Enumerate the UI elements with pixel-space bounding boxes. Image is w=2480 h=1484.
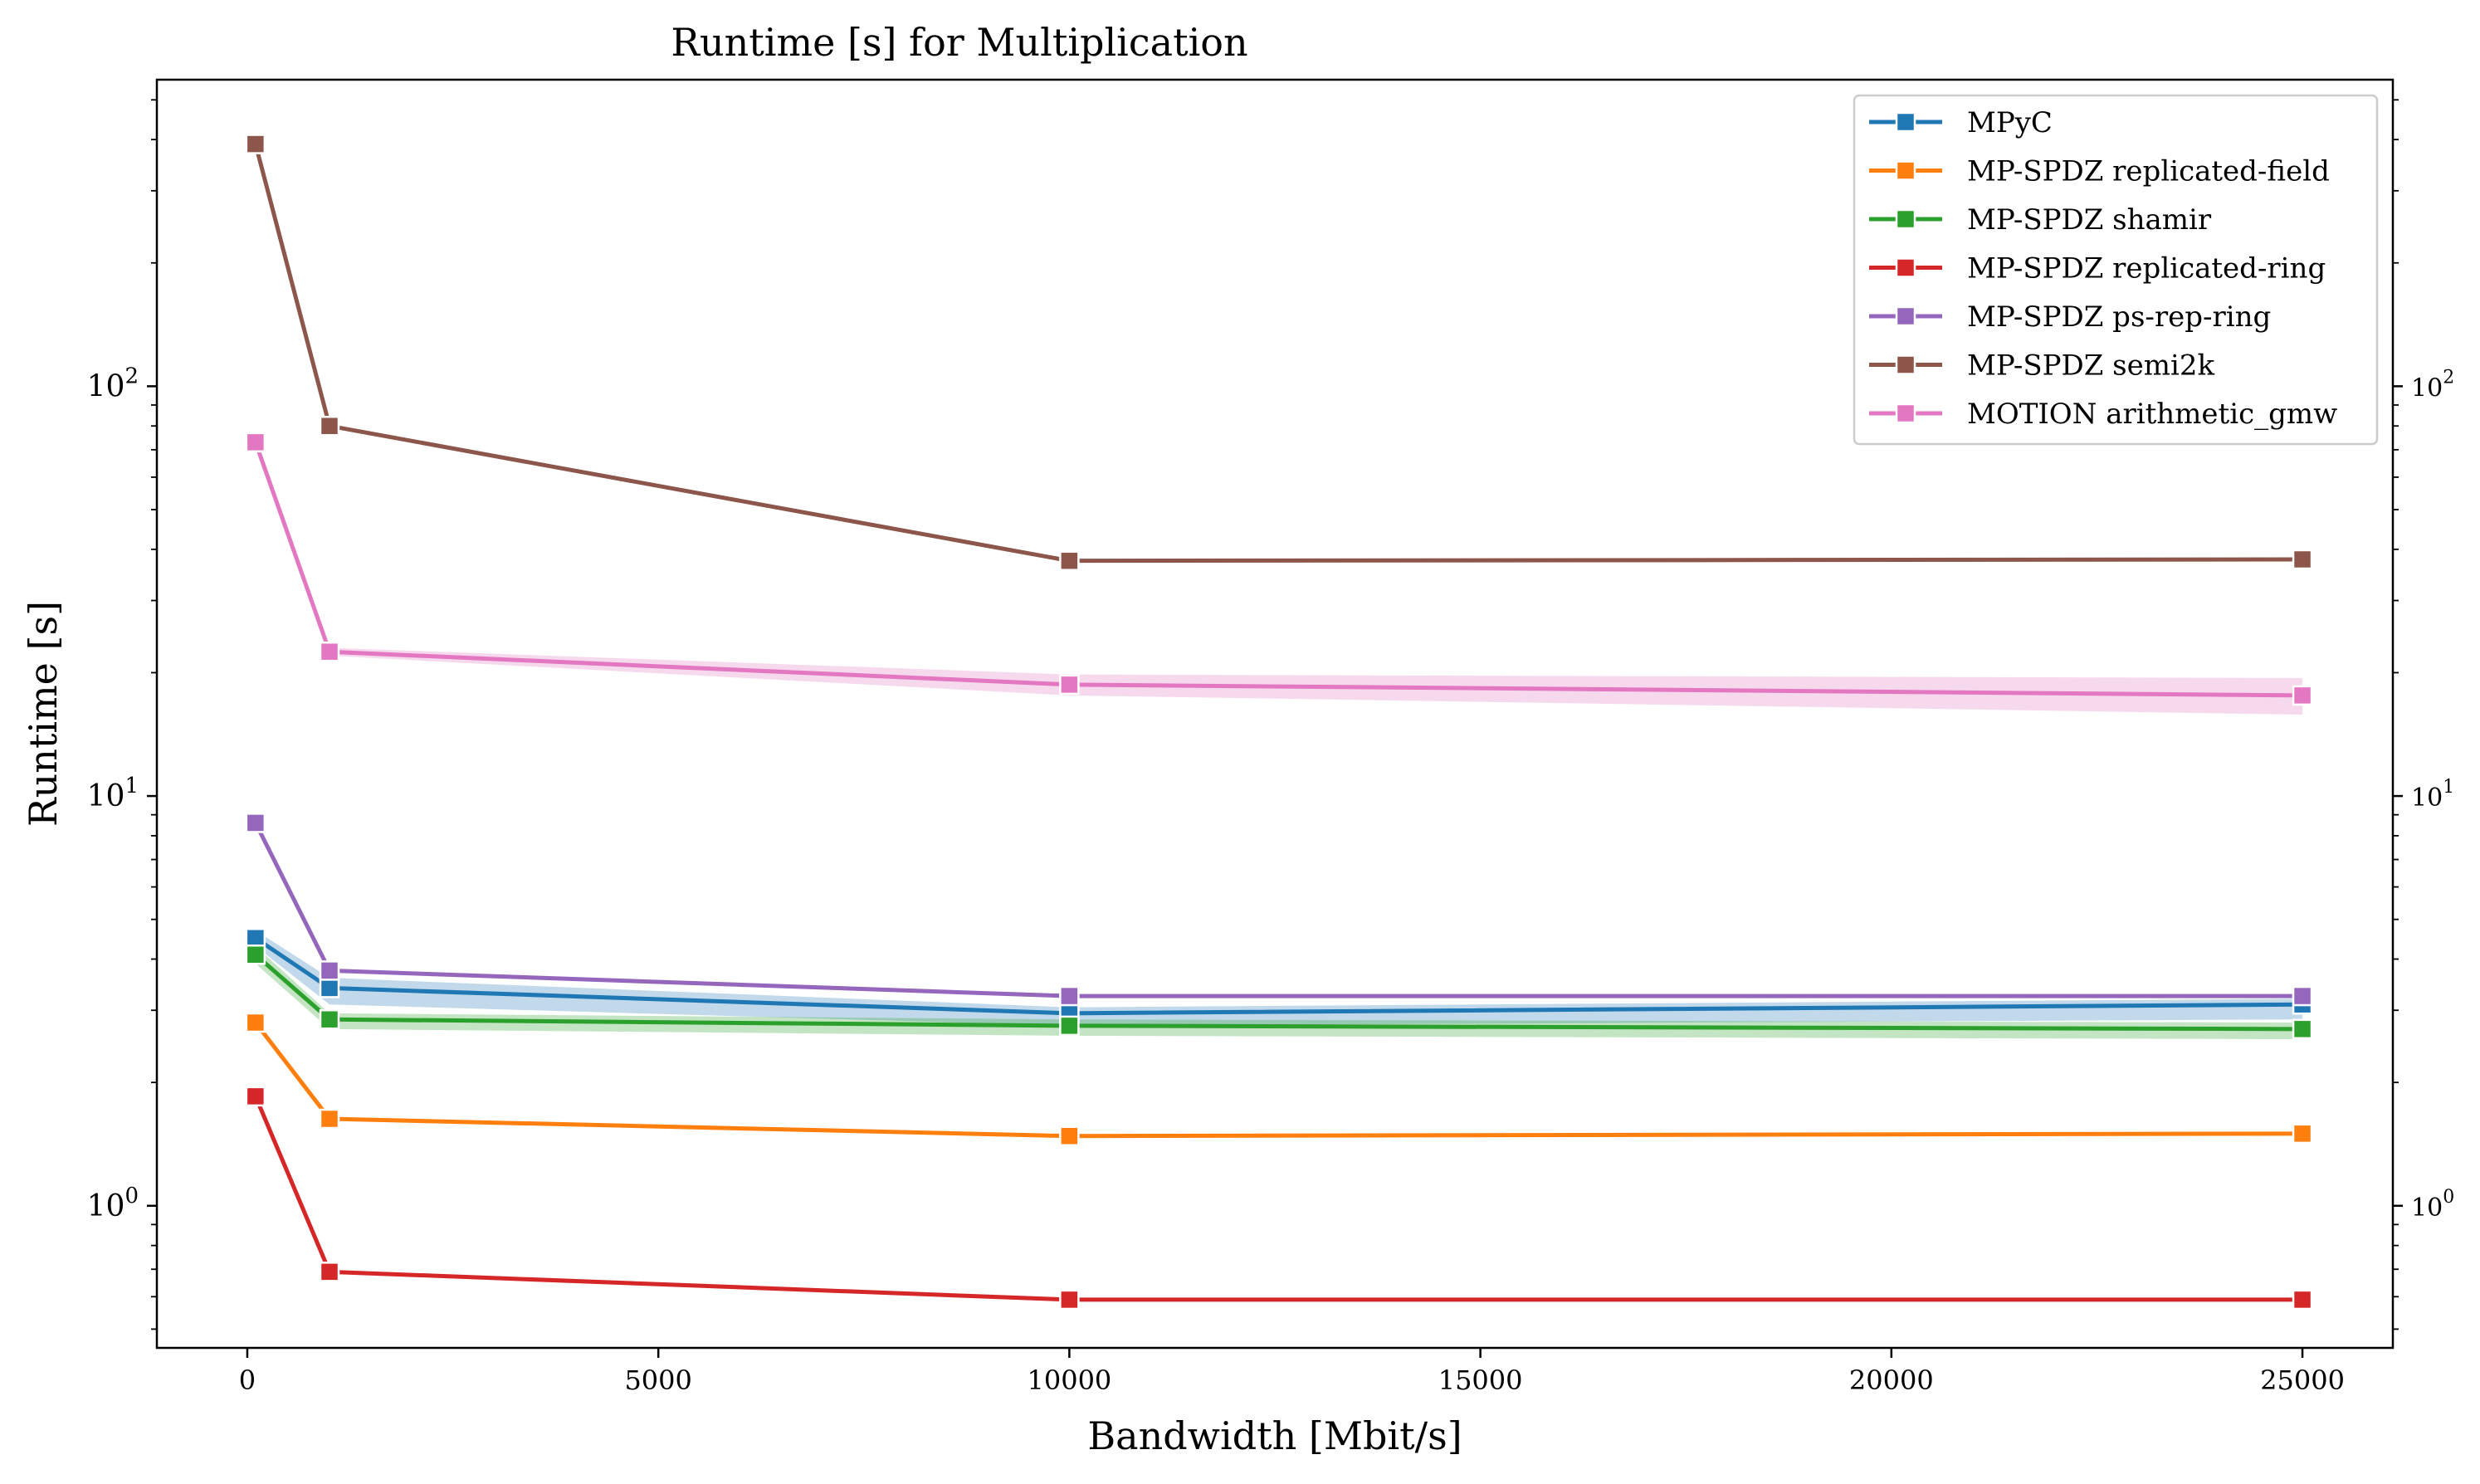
y-tick-label-right: 102 <box>2411 367 2454 403</box>
legend-frame <box>1853 94 2379 446</box>
y-tick-exponent: 0 <box>124 1184 139 1208</box>
y-tick-exponent: 2 <box>2443 367 2454 388</box>
series-line <box>254 936 2303 1016</box>
x-tick-label: 25000 <box>2260 1364 2345 1396</box>
data-point <box>1059 1125 1080 1146</box>
legend-item: MOTION arithmetic_gmw <box>1869 398 2337 431</box>
data-point <box>319 978 340 998</box>
legend-item: MP-SPDZ ps-rep-ring <box>1869 300 2271 334</box>
plot-frame <box>155 78 2395 1350</box>
data-point <box>1059 985 1080 1007</box>
series-line <box>253 822 2303 998</box>
legend-marker <box>1895 111 1916 133</box>
data-point <box>1059 674 1080 696</box>
data-point <box>319 1262 340 1282</box>
legend-item: MP-SPDZ semi2k <box>1869 349 2214 383</box>
data-point <box>2292 1018 2313 1040</box>
y-tick-label-left: 102 <box>87 364 139 403</box>
legend-label: MP-SPDZ replicated-field <box>1967 155 2330 188</box>
y-tick-exponent: 1 <box>124 774 139 798</box>
y-tick-label-left: 101 <box>87 774 139 813</box>
y-tick-base: 10 <box>87 779 125 813</box>
legend-label: MPyC <box>1967 106 2053 139</box>
legend-item: MP-SPDZ replicated-field <box>1869 155 2330 188</box>
legend-item: MPyC <box>1869 106 2053 139</box>
data-point <box>2292 1123 2313 1145</box>
y-tick-base: 10 <box>2411 373 2443 403</box>
legend-marker <box>1895 403 1916 424</box>
series-line <box>254 953 2303 1032</box>
data-point <box>245 945 266 965</box>
x-tick-label: 0 <box>239 1364 256 1396</box>
legend-item: MP-SPDZ shamir <box>1869 203 2212 237</box>
data-point <box>245 432 266 453</box>
y-tick-exponent: 1 <box>2443 777 2454 798</box>
x-tick-label: 20000 <box>1849 1364 1934 1396</box>
x-tick-label: 5000 <box>624 1364 691 1396</box>
data-point <box>245 1086 266 1107</box>
legend-label: MP-SPDZ shamir <box>1967 203 2212 237</box>
x-axis: 0 5000 10000 15000 20000 25000 <box>239 1348 2345 1396</box>
data-point <box>319 415 340 437</box>
plot-area <box>155 78 2395 1350</box>
y-tick-base: 10 <box>2411 783 2443 813</box>
series-lines <box>253 143 2303 1302</box>
legend-label: MP-SPDZ replicated-ring <box>1967 252 2326 286</box>
legend-label: MOTION arithmetic_gmw <box>1967 398 2337 431</box>
data-point <box>2292 985 2313 1007</box>
y-tick-label-right: 100 <box>2411 1187 2454 1223</box>
y-tick-label-right: 101 <box>2411 777 2454 813</box>
data-point <box>1059 550 1080 571</box>
data-point <box>245 928 266 949</box>
legend-item: MP-SPDZ replicated-ring <box>1869 252 2326 286</box>
data-point <box>245 134 266 154</box>
x-tick-label: 10000 <box>1027 1364 1111 1396</box>
y-tick-base: 10 <box>87 1189 125 1223</box>
legend-marker <box>1895 354 1916 375</box>
data-point <box>1059 1015 1080 1037</box>
y-tick-label-left: 100 <box>87 1184 139 1223</box>
series-line <box>253 442 2303 698</box>
data-point <box>319 960 340 981</box>
x-axis-label: Bandwidth [Mbit/s] <box>1087 1413 1462 1458</box>
chart-title: Runtime [s] for Multiplication <box>671 20 1247 65</box>
series-markers <box>245 134 2313 1311</box>
legend: MPyC MP-SPDZ replicated-field MP-SPDZ sham… <box>1853 94 2379 446</box>
confidence-band <box>255 439 2303 715</box>
data-point <box>319 641 340 662</box>
data-point <box>2292 1289 2313 1311</box>
y-tick-exponent: 2 <box>124 364 139 388</box>
y-tick-exponent: 0 <box>2443 1187 2454 1208</box>
y-tick-base: 10 <box>2411 1194 2443 1223</box>
series-line <box>253 1095 2303 1302</box>
legend-marker <box>1895 305 1916 327</box>
series-line <box>253 1021 2303 1139</box>
data-point <box>245 813 266 833</box>
legend-marker <box>1895 160 1916 181</box>
series-line <box>253 143 2303 564</box>
legend-marker <box>1895 257 1916 278</box>
data-point <box>319 1008 340 1030</box>
data-point <box>2292 549 2313 570</box>
y-tick-base: 10 <box>87 369 125 403</box>
data-point <box>2292 685 2313 706</box>
legend-marker <box>1895 208 1916 230</box>
legend-label: MP-SPDZ ps-rep-ring <box>1967 300 2271 334</box>
data-point <box>1059 1289 1080 1311</box>
x-tick-label: 15000 <box>1438 1364 1523 1396</box>
data-point <box>319 1108 340 1130</box>
legend-label: MP-SPDZ semi2k <box>1967 349 2214 383</box>
data-point <box>245 1012 266 1033</box>
y-axis-label: Runtime [s] <box>21 601 66 827</box>
